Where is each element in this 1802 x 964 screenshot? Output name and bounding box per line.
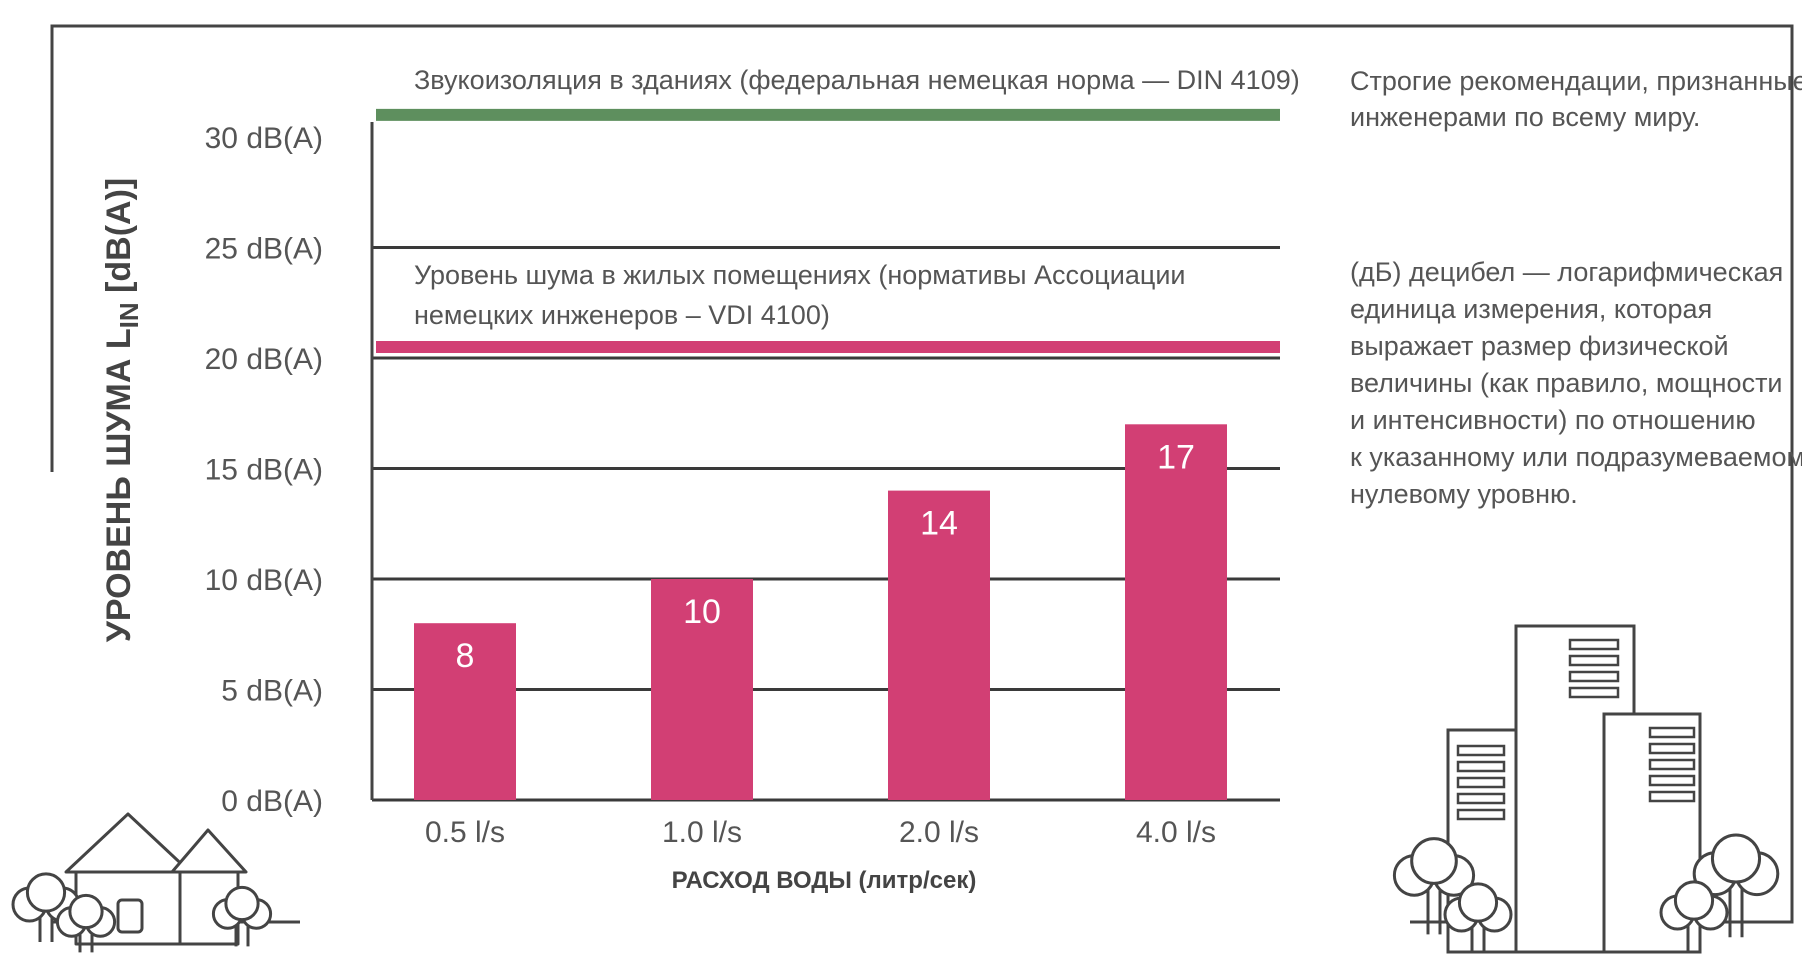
note-engineers: Строгие рекомендации, признанные инженера… [1350, 66, 1802, 132]
tree-icon [1692, 833, 1780, 938]
x-tick-label: 1.0 l/s [662, 816, 742, 849]
window-icon [1648, 758, 1696, 771]
bars: 8 10 14 17 [414, 424, 1227, 800]
window-icon [1456, 808, 1506, 821]
y-tick-label: 20 dB(A) [205, 343, 323, 376]
tree-icon [1443, 882, 1513, 952]
bar-data-label: 14 [920, 505, 958, 543]
window-icon [1456, 792, 1506, 805]
trees [11, 833, 1780, 953]
window-icon [1648, 774, 1696, 787]
window-icon [1568, 670, 1620, 683]
x-tick-label: 4.0 l/s [1136, 816, 1216, 849]
window-icon [1568, 686, 1620, 699]
y-tick-label: 5 dB(A) [221, 675, 323, 708]
reference-lines: Звукоизоляция в зданиях (федеральная нем… [376, 65, 1300, 353]
x-tick-label: 2.0 l/s [899, 816, 979, 849]
tree-icon [1392, 837, 1476, 935]
x-tick-label: 0.5 l/s [425, 816, 505, 849]
reference-line-label: Уровень шума в жилых помещениях (нормати… [414, 260, 1186, 290]
building-windows [1456, 638, 1696, 821]
window-icon [1648, 790, 1696, 803]
window-icon [1568, 654, 1620, 667]
y-tick-label: 0 dB(A) [221, 785, 323, 818]
window-icon [1648, 726, 1696, 739]
y-tick-label: 15 dB(A) [205, 454, 323, 487]
tree-icon [55, 893, 117, 953]
window-icon [1456, 744, 1506, 757]
bar [651, 579, 753, 800]
window-icon [1456, 776, 1506, 789]
gridlines [372, 246, 1280, 802]
note-decibel: (дБ) децибел — логарифмическая единица из… [1350, 257, 1802, 509]
bar [888, 490, 990, 800]
y-axis-title-subscript: IN [114, 302, 144, 328]
bar [1125, 424, 1227, 800]
y-axis-title: УРОВЕНЬ ШУМА LIN [dB(A)] [100, 178, 144, 643]
bar-data-label: 17 [1157, 438, 1195, 476]
reference-line-label: Звукоизоляция в зданиях (федеральная нем… [414, 65, 1300, 95]
x-axis-title: РАСХОД ВОДЫ (литр/сек) [672, 867, 977, 894]
y-tick-label: 25 dB(A) [205, 233, 323, 266]
y-tick-label: 10 dB(A) [205, 564, 323, 597]
tree-icon [211, 885, 273, 947]
bar [414, 623, 516, 800]
x-tick-labels: 0.5 l/s 1.0 l/s 2.0 l/s 4.0 l/s [425, 816, 1216, 849]
y-tick-label: 30 dB(A) [205, 122, 323, 155]
window-icon [1456, 760, 1506, 773]
bar-data-label: 10 [683, 593, 721, 631]
tree-icon [1659, 880, 1729, 952]
reference-line-label: немецких инженеров – VDI 4100) [414, 300, 830, 330]
y-tick-labels: 0 dB(A) 5 dB(A) 10 dB(A) 15 dB(A) 20 dB(A) 25… [205, 122, 323, 818]
window-icon [1648, 742, 1696, 755]
bar-data-label: 8 [456, 637, 475, 675]
window-icon [1568, 638, 1620, 651]
